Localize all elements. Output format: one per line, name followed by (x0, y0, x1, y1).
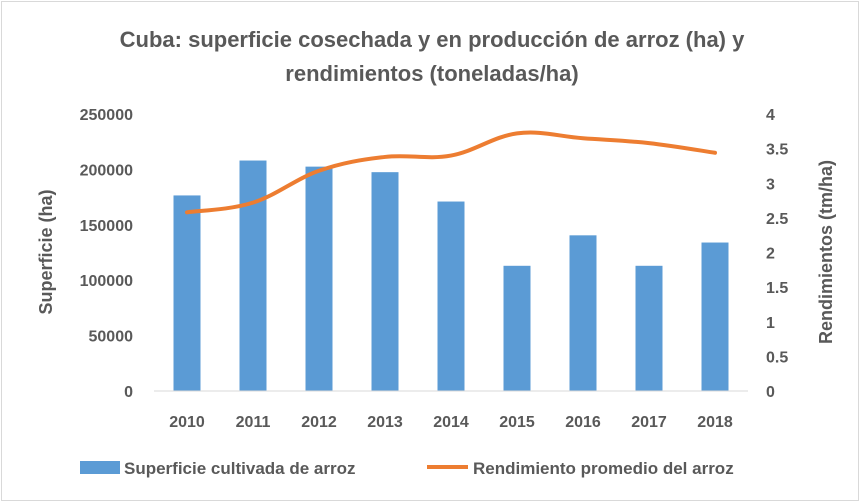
y2-tick-label: 3.5 (766, 142, 788, 159)
y2-tick-label: 2.5 (766, 211, 788, 228)
y-tick-label: 200000 (80, 162, 133, 179)
y-axis-ticks: 0 50000 100000 150000 200000 250000 (80, 107, 133, 401)
bar-2018 (701, 242, 729, 391)
x-tick-label: 2017 (631, 414, 667, 431)
bar-2010 (173, 195, 201, 391)
legend: Superficie cultivada de arroz Rendimient… (80, 459, 734, 478)
bar-2012 (305, 166, 333, 391)
chart-title-line-1: Cuba: superficie cosechada y en producci… (120, 27, 745, 52)
y2-tick-label: 0.5 (766, 349, 788, 366)
x-tick-label: 2016 (565, 414, 601, 431)
y2-tick-label: 1 (766, 315, 775, 332)
legend-swatch-superficie (80, 461, 120, 474)
y-tick-label: 150000 (80, 218, 133, 235)
line-layer (185, 130, 717, 215)
y-axis-title: Superficie (ha) (36, 189, 56, 314)
x-tick-label: 2013 (367, 414, 403, 431)
y2-tick-label: 4 (766, 107, 775, 124)
y2-axis-title: Rendimientos (tm/ha) (816, 160, 836, 344)
y2-axis-ticks: 0 0.5 1 1.5 2 2.5 3 3.5 4 (766, 107, 788, 401)
bar-2014 (437, 201, 465, 391)
y2-tick-label: 1.5 (766, 280, 788, 297)
x-tick-label: 2014 (433, 414, 469, 431)
y-tick-label: 100000 (80, 273, 133, 290)
bar-2017 (635, 265, 663, 391)
y-tick-label: 250000 (80, 107, 133, 124)
y-tick-label: 50000 (89, 329, 134, 346)
y2-tick-label: 3 (766, 176, 775, 193)
legend-label-superficie: Superficie cultivada de arroz (124, 459, 355, 478)
x-tick-label: 2015 (499, 414, 535, 431)
x-tick-label: 2011 (236, 414, 271, 431)
bar-2011 (239, 160, 267, 391)
chart-title-line-2: rendimientos (toneladas/ha) (285, 61, 578, 86)
y-tick-label: 0 (124, 384, 133, 401)
bar-2016 (569, 235, 597, 391)
x-tick-label: 2018 (697, 414, 733, 431)
bars-layer (173, 160, 729, 391)
y2-tick-label: 0 (766, 384, 775, 401)
x-axis-ticks: 2010 2011 2012 2013 2014 2015 2016 2017 2018 (169, 414, 733, 431)
bar-2013 (371, 172, 399, 391)
bar-2015 (503, 265, 531, 391)
x-tick-label: 2010 (169, 414, 205, 431)
series-line-rendimiento (185, 130, 717, 215)
legend-label-rendimiento: Rendimiento promedio del arroz (473, 459, 734, 478)
x-tick-label: 2012 (301, 414, 337, 431)
y2-tick-label: 2 (766, 246, 775, 263)
